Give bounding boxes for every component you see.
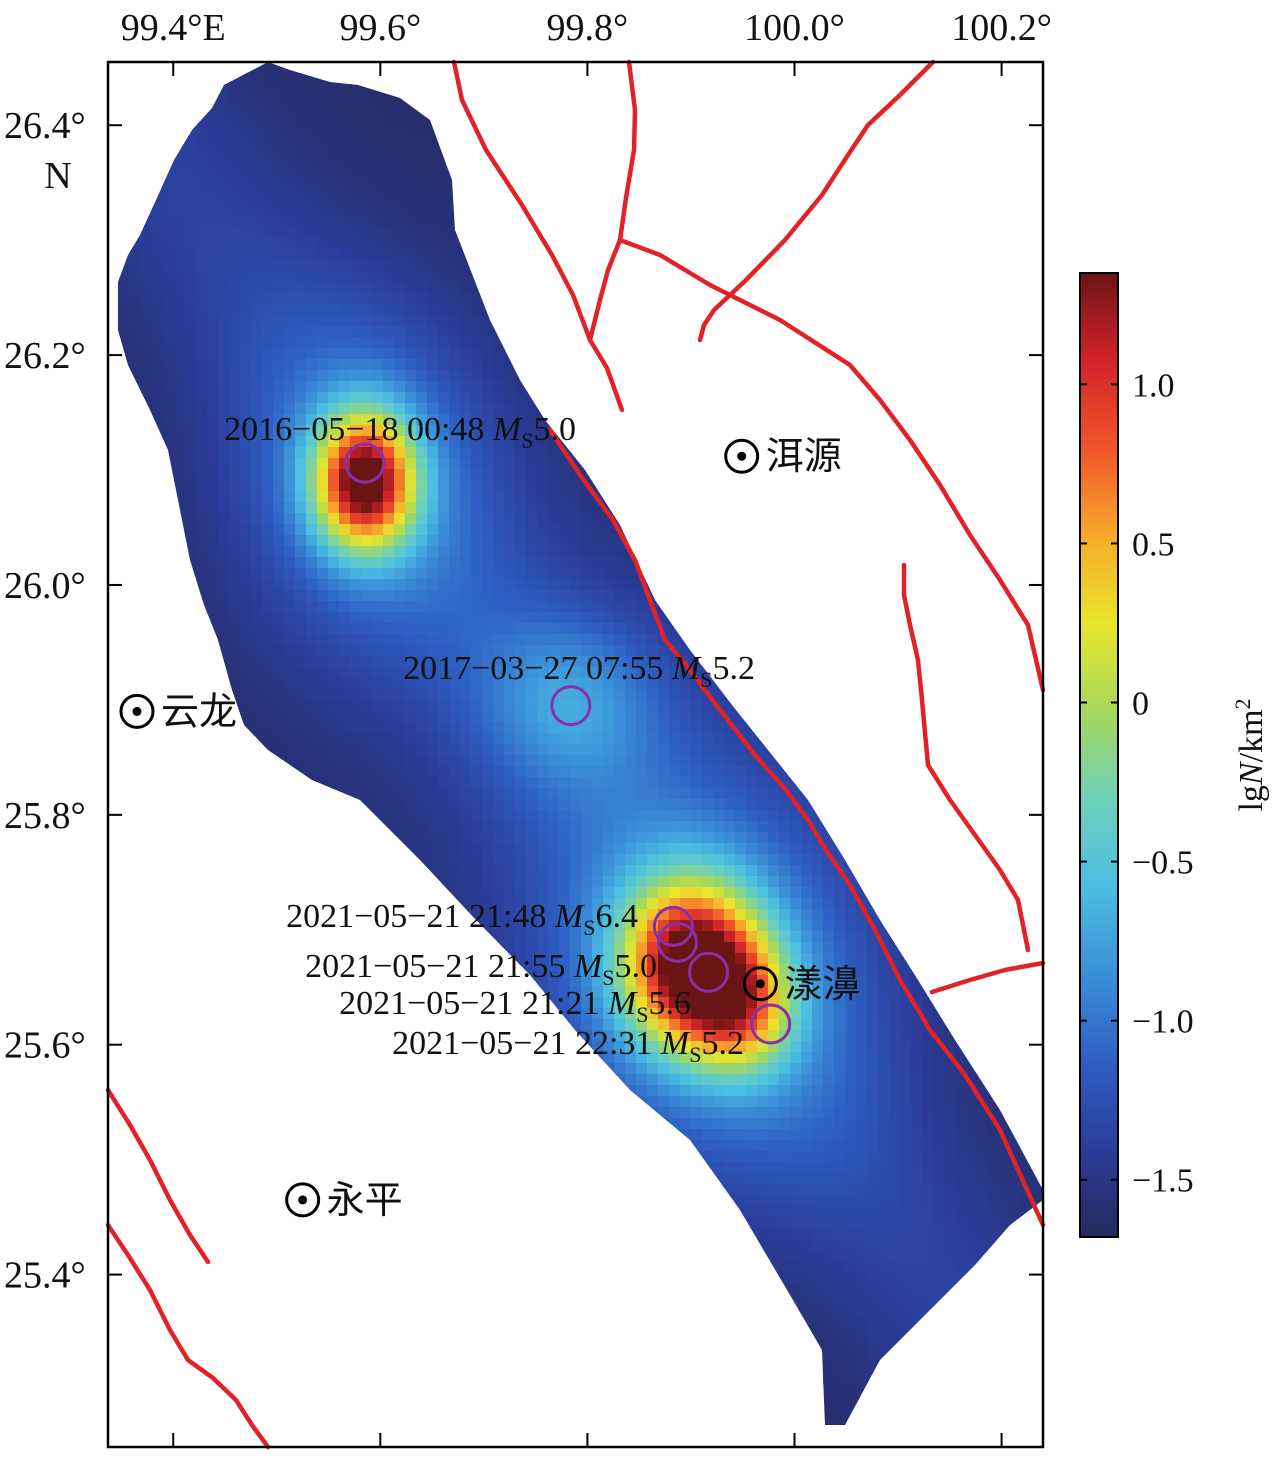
event-label: 2017−03−27 07:55 MS5.2 (403, 650, 755, 692)
density-field (108, 62, 1044, 1449)
lat-tick-label: 25.4° (4, 1255, 86, 1297)
town-label: 永平 (327, 1180, 403, 1222)
colorbar-ramp (1080, 273, 1118, 1237)
town-dot-icon (737, 452, 746, 461)
lat-hemisphere-label: N (44, 155, 71, 197)
lon-tick-label: 99.4°E (121, 7, 226, 49)
town-dot-icon (756, 979, 765, 988)
lat-tick-label: 26.0° (4, 565, 86, 607)
town-dot-icon (132, 707, 141, 716)
colorbar: 1.0 0.5 0 −0.5 −1.0 −1.5 lgN/km2 (1080, 273, 1270, 1237)
fault-line (108, 1090, 208, 1262)
town-label: 漾濞 (784, 964, 860, 1006)
colorbar-title: lgN/km2 (1230, 698, 1270, 811)
fault-line (108, 1225, 268, 1447)
colorbar-tick-label: 1.0 (1132, 367, 1175, 404)
lon-tick-label: 100.0° (744, 7, 845, 49)
lat-tick-label: 25.6° (4, 1025, 86, 1067)
colorbar-tick-label: 0.5 (1132, 526, 1175, 563)
lat-tick-label: 26.4° (4, 105, 86, 147)
colorbar-tick-label: −1.5 (1132, 1163, 1194, 1200)
colorbar-tick-label: 0 (1132, 686, 1149, 723)
lon-tick-label: 100.2° (951, 7, 1052, 49)
lat-tick-label: 25.8° (4, 795, 86, 837)
town-label: 洱源 (766, 436, 842, 478)
town-label: 云龙 (161, 691, 237, 733)
town-dot-icon (298, 1195, 307, 1204)
lon-tick-label: 99.8° (547, 7, 629, 49)
lon-tick-label: 99.6° (339, 7, 421, 49)
fault-line (590, 62, 635, 340)
lat-tick-label: 26.2° (4, 335, 86, 377)
colorbar-tick-label: −1.0 (1132, 1004, 1194, 1041)
fault-line (904, 565, 1028, 950)
colorbar-tick-label: −0.5 (1132, 845, 1194, 882)
fault-line (932, 963, 1043, 992)
